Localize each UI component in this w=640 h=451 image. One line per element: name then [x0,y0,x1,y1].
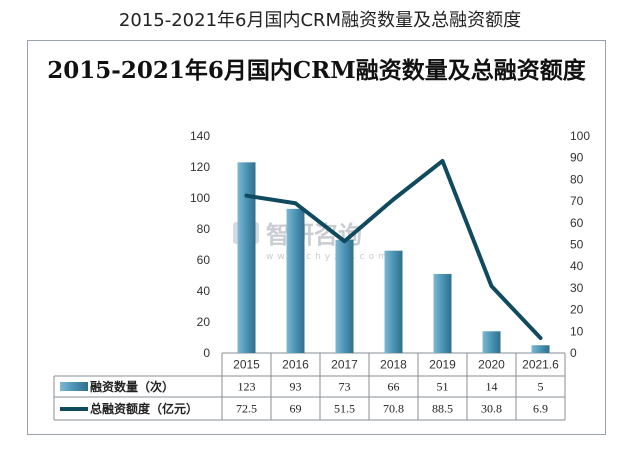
data-label: 123 [238,380,256,394]
y-left-tick-label: 20 [197,315,211,329]
y-right-tick-label: 60 [570,216,584,230]
x-tick-label: 2019 [429,358,456,372]
y-right-tick-label: 100 [570,129,590,143]
legend-label: 总融资额度（亿元） [90,401,198,416]
x-tick-label: 2017 [331,358,358,372]
y-right-tick-label: 70 [570,194,584,208]
bar [335,239,354,353]
bar [531,345,550,353]
line-point [539,336,542,340]
data-label: 5 [538,380,544,394]
data-label: 14 [486,380,498,394]
line-point [392,197,395,201]
data-label: 51.5 [334,402,355,416]
y-right-tick-label: 40 [570,259,584,273]
y-right-tick-label: 50 [570,238,584,252]
data-label: 51 [437,380,449,394]
y-left-tick-label: 80 [197,222,211,236]
chart-frame [27,40,606,435]
y-left-tick-label: 60 [197,253,211,267]
data-table: 2015 2016 2017 2018 2019 2020 2021.6 123 93 73 66 5… [60,358,559,416]
y-right-tick-label: 0 [570,346,577,360]
data-label: 72.5 [236,402,257,416]
y-right-tick-label: 90 [570,151,584,165]
x-tick-label: 2018 [380,358,407,372]
y-left-tick-label: 120 [190,160,210,174]
x-tick-label: 2021.6 [522,358,559,372]
page-title: 2015-2021年6月国内CRM融资数量及总融资额度 [118,10,522,31]
data-label: 70.8 [383,402,404,416]
bar [433,273,452,353]
y-axis-left: 0 20 40 60 80 100 120 140 [190,129,210,360]
data-label: 73 [339,380,351,394]
line-point [245,194,248,198]
line-point [343,239,346,243]
bar [286,208,305,353]
x-tick-label: 2015 [233,358,260,372]
line-point [294,201,297,205]
y-right-tick-label: 30 [570,281,584,295]
y-axis-right: 0 10 20 30 40 50 60 70 80 90 100 [570,129,590,360]
legend-bar-key-icon [60,382,88,391]
y-right-tick-label: 10 [570,324,584,338]
chart-title: 2015-2021年6月国内CRM融资数量及总融资额度 [47,57,586,84]
bar-series [237,162,550,353]
y-left-tick-label: 100 [190,191,210,205]
data-table-grid [53,352,566,421]
bar [237,162,256,353]
x-tick-label: 2016 [282,358,309,372]
y-right-tick-label: 80 [570,172,584,186]
data-label: 88.5 [432,402,453,416]
line-point [441,159,444,163]
data-label: 66 [388,380,400,394]
line-point [490,284,493,288]
line-series [244,158,543,341]
data-label: 69 [290,402,302,416]
y-left-tick-label: 40 [197,284,211,298]
y-right-tick-label: 20 [570,303,584,317]
y-left-tick-label: 0 [203,346,210,360]
legend-label: 融资数量（次） [90,379,174,394]
data-label: 6.9 [533,402,548,416]
watermark-url: www.chyxx.com [266,252,391,262]
bar [482,331,501,353]
y-left-tick-label: 140 [190,129,210,143]
bar [384,250,403,353]
x-tick-label: 2020 [478,358,505,372]
data-label: 93 [290,380,302,394]
data-label: 30.8 [481,402,502,416]
